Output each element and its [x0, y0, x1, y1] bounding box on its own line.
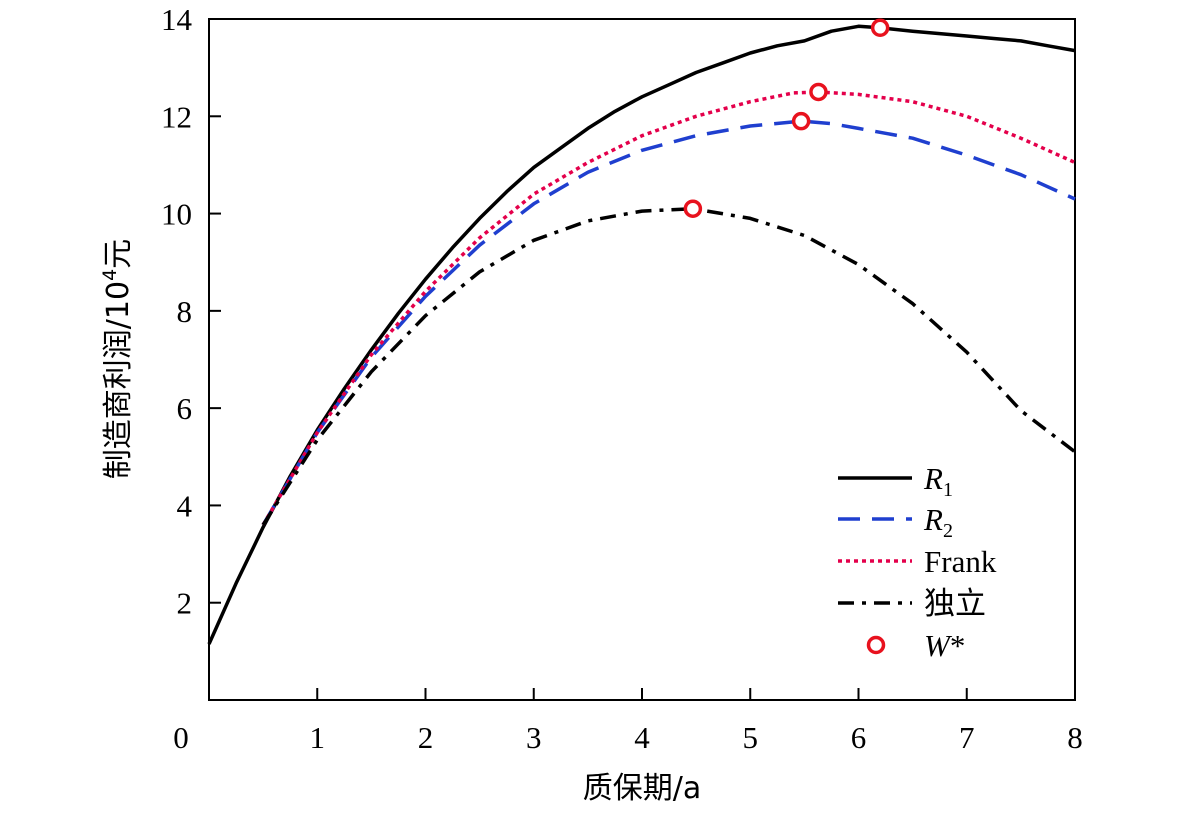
x-tick-label: 7 [959, 720, 975, 755]
y-tick-label: 4 [177, 488, 193, 523]
y-axis-title-unit: 元 [101, 239, 136, 269]
legend-label-main: 独立 [924, 586, 986, 621]
legend-label: W* [924, 628, 965, 663]
x-axis-ticks: 0 1 2 3 4 5 6 7 8 [173, 688, 1083, 755]
y-tick-label: 8 [177, 294, 193, 329]
legend-label: 独立 [924, 586, 986, 621]
legend-label: R1 [923, 461, 953, 501]
series-lines [207, 24, 1077, 645]
x-tick-label: 5 [743, 720, 759, 755]
y-tick-label: 14 [161, 2, 193, 37]
y-axis-title: 制造商利润/104元 [99, 239, 136, 479]
x-tick-label: 6 [851, 720, 867, 755]
optimal-point-marker [791, 111, 811, 131]
x-tick-label: 0 [173, 720, 189, 755]
series-line-4 [261, 206, 1077, 526]
x-tick-label: 1 [310, 720, 326, 755]
legend-label-suffix: * [950, 628, 966, 663]
y-axis-title-exponent: 4 [99, 269, 121, 281]
legend-label: Frank [924, 544, 997, 579]
optimal-point-marker [683, 199, 703, 218]
optimal-point-marker [870, 18, 890, 38]
legend-label-main: Frank [924, 544, 997, 579]
series-line-1 [207, 24, 1076, 645]
y-tick-label: 12 [161, 99, 192, 134]
x-tick-label: 4 [634, 720, 650, 755]
legend-label: R2 [923, 502, 953, 542]
y-tick-label: 10 [161, 197, 192, 232]
y-tick-label: 2 [177, 586, 193, 621]
legend-label-subscript: 2 [943, 520, 953, 542]
legend-label-main: R [923, 502, 943, 537]
legend-marker [866, 635, 886, 655]
x-tick-label: 8 [1067, 720, 1083, 755]
y-axis-ticks: 2 4 6 8 10 12 14 [161, 2, 221, 621]
y-axis-title-main: 制造商利润/10 [101, 281, 136, 479]
legend-label-main: W [924, 628, 953, 663]
series-line-3 [261, 90, 1076, 526]
x-tick-label: 2 [418, 720, 434, 755]
x-axis-title: 质保期/a [583, 771, 702, 806]
series-line-2 [261, 119, 1076, 526]
optimal-points [683, 18, 890, 218]
legend-label-subscript: 1 [943, 479, 953, 501]
y-tick-label: 6 [177, 391, 193, 426]
optimal-point-marker [809, 82, 828, 102]
x-tick-label: 3 [526, 720, 542, 755]
legend-label-main: R [923, 461, 943, 496]
